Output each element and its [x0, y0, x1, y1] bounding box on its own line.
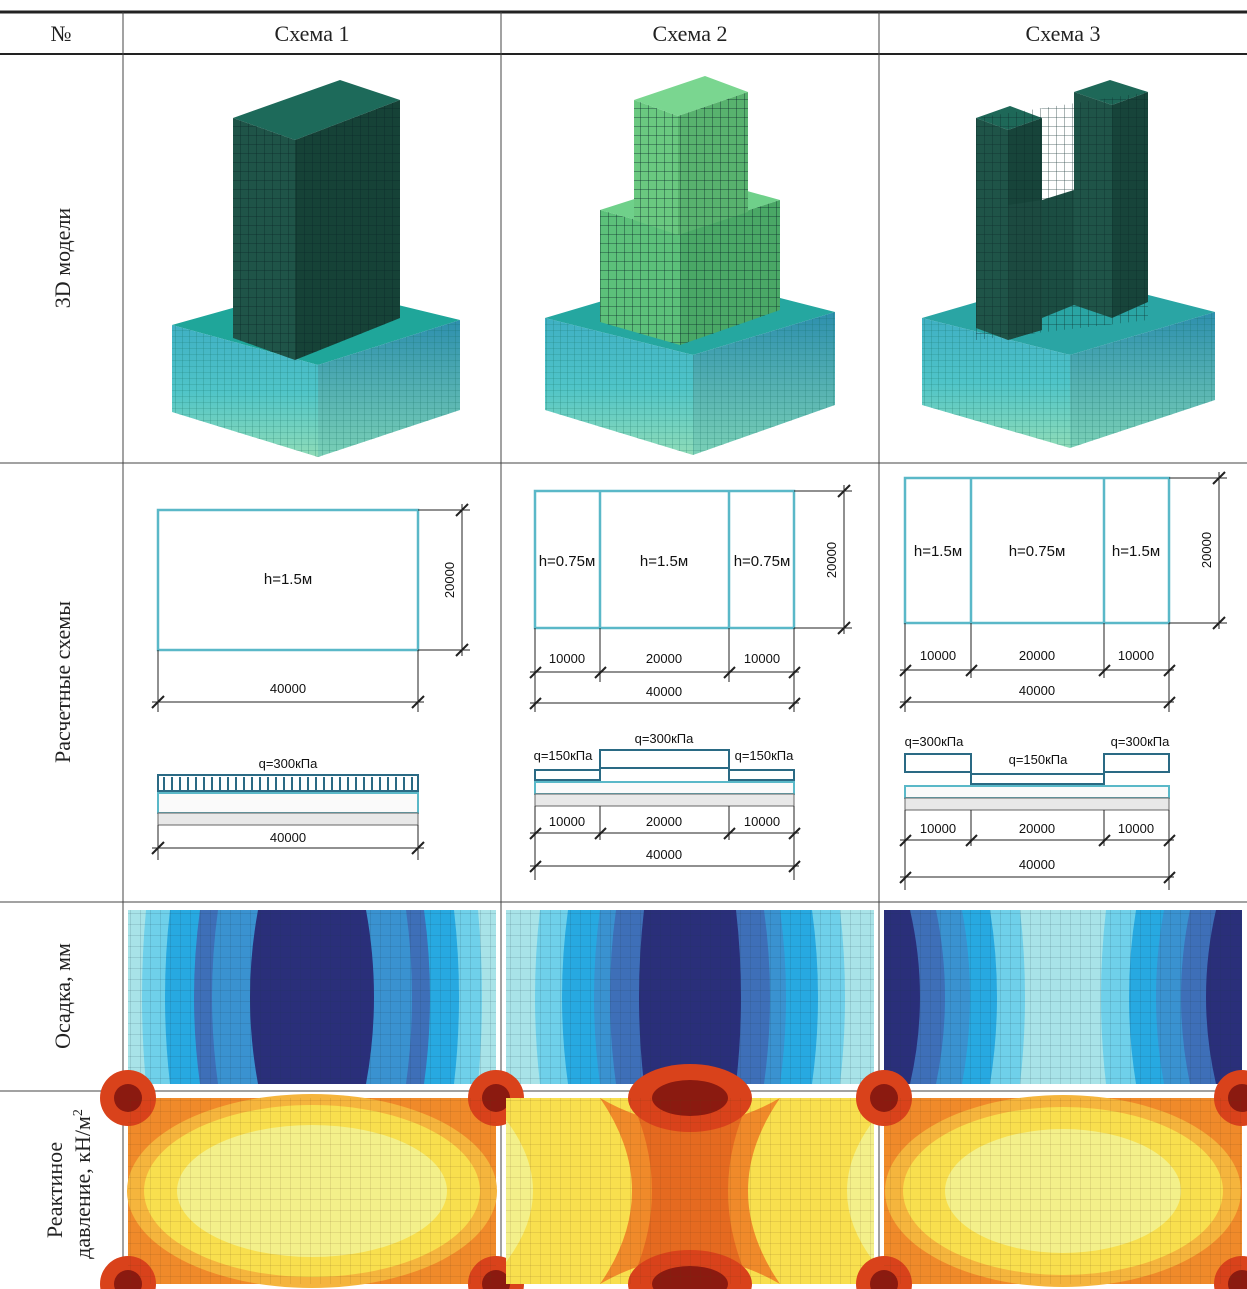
plan-scheme-1: h=1.5м 20000 40000 [151, 503, 470, 712]
plan1-width-dim: 40000 [270, 681, 306, 696]
section2-seg-left: 10000 [549, 814, 585, 829]
section2-seg-right: 10000 [744, 814, 780, 829]
header-scheme-1: Схема 1 [275, 21, 350, 46]
section2-total: 40000 [646, 847, 682, 862]
plan2-seg-left: 10000 [549, 651, 585, 666]
plan2-h-mid: h=1.5м [640, 553, 688, 570]
pressure-line-2-main: давление, кН/м [70, 1116, 95, 1259]
row-label-pressure: Реактиное давление, кН/м2 [42, 1109, 95, 1259]
pressure-map-3 [856, 1070, 1247, 1289]
section2-load-mid: q=300кПа [635, 731, 695, 746]
plan3-seg-left: 10000 [920, 648, 956, 663]
plan1-h-label: h=1.5м [264, 571, 312, 588]
section3-seg-left: 10000 [920, 821, 956, 836]
settlement-map-1 [128, 910, 496, 1084]
model-scheme-2 [545, 76, 835, 455]
section3-load-left: q=300кПа [905, 734, 965, 749]
plan3-h-mid: h=0.75м [1009, 543, 1066, 560]
plan2-height-dim: 20000 [824, 542, 839, 578]
plan-scheme-3: h=1.5м h=0.75м h=1.5м 20000 10000 20000 … [899, 471, 1227, 712]
pressure-map-2 [506, 1064, 874, 1289]
section3-seg-mid: 20000 [1019, 821, 1055, 836]
plan2-total: 40000 [646, 684, 682, 699]
section2-seg-mid: 20000 [646, 814, 682, 829]
plan3-h-left: h=1.5м [914, 543, 962, 560]
section1-bottom-dim: 40000 [270, 830, 306, 845]
model-scheme-3 [922, 80, 1215, 448]
pressure-line-1: Реактиное [42, 1142, 67, 1238]
plan3-height-dim: 20000 [1199, 532, 1214, 568]
plan3-seg-mid: 20000 [1019, 648, 1055, 663]
pressure-line-2: давление, кН/м2 [70, 1109, 95, 1259]
section-scheme-2: q=300кПа q=150кПа q=150кПа 10000 20000 1… [529, 731, 801, 880]
plan-scheme-2: h=0.75м h=1.5м h=0.75м 20000 10000 20000… [529, 484, 852, 712]
section3-load-right: q=300кПа [1111, 734, 1171, 749]
header-num: № [51, 21, 72, 46]
plan2-seg-right: 10000 [744, 651, 780, 666]
section-scheme-1: q=300кПа 40000 [151, 756, 425, 860]
settlement-map-3 [884, 910, 1242, 1084]
plan2-h-left: h=0.75м [539, 553, 596, 570]
plan3-total: 40000 [1019, 683, 1055, 698]
section3-seg-right: 10000 [1118, 821, 1154, 836]
row-label-settlement: Осадка, мм [50, 943, 75, 1049]
settlement-map-2 [506, 910, 874, 1084]
section3-load-mid: q=150кПа [1009, 752, 1069, 767]
section3-total: 40000 [1019, 857, 1055, 872]
section1-load: q=300кПа [259, 756, 319, 771]
plan3-h-right: h=1.5м [1112, 543, 1160, 560]
header-scheme-2: Схема 2 [653, 21, 728, 46]
row-label-models: 3D модели [50, 208, 75, 309]
section2-load-right: q=150кПа [735, 748, 795, 763]
row-label-schemes: Расчетные схемы [50, 601, 75, 763]
section2-load-left: q=150кПа [534, 748, 594, 763]
table-grid [0, 10, 1247, 1289]
plan2-seg-mid: 20000 [646, 651, 682, 666]
pressure-map-1 [100, 1070, 524, 1289]
plan3-seg-right: 10000 [1118, 648, 1154, 663]
plan2-h-right: h=0.75м [734, 553, 791, 570]
plan1-height-dim: 20000 [442, 562, 457, 598]
pressure-superscript: 2 [71, 1109, 86, 1116]
header-scheme-3: Схема 3 [1026, 21, 1101, 46]
section-scheme-3: q=300кПа q=150кПа q=300кПа 10000 20000 1… [899, 734, 1176, 890]
model-scheme-1 [172, 80, 460, 457]
